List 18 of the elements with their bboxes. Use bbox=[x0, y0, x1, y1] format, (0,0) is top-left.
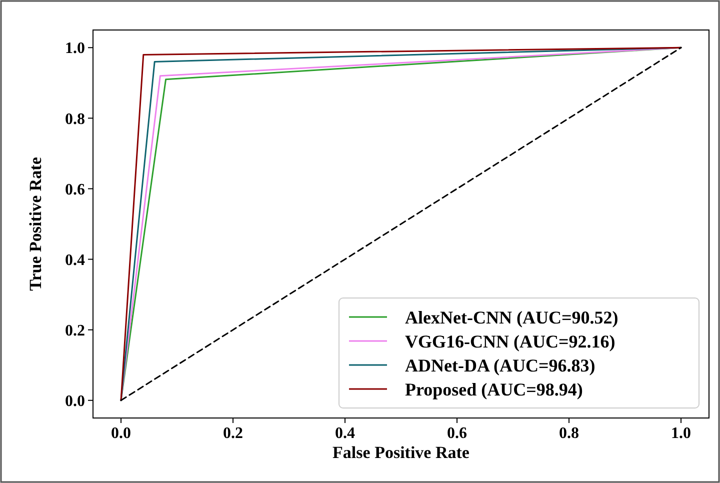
y-tick-label: 0.0 bbox=[65, 392, 85, 410]
legend-label: AlexNet-CNN (AUC=90.52) bbox=[405, 307, 618, 328]
y-tick-label: 0.2 bbox=[65, 322, 85, 340]
legend-label: VGG16-CNN (AUC=92.16) bbox=[405, 331, 616, 352]
x-tick-label: 0.4 bbox=[335, 425, 355, 442]
legend-label: Proposed (AUC=98.94) bbox=[405, 379, 583, 400]
y-tick-label: 0.4 bbox=[65, 252, 85, 269]
x-axis-title: False Positive Rate bbox=[332, 443, 470, 462]
x-tick-label: 1.0 bbox=[671, 425, 691, 442]
y-tick-label: 0.8 bbox=[65, 110, 85, 128]
y-tick-label: 0.6 bbox=[65, 181, 85, 198]
y-axis-title: True Positive Rate bbox=[26, 156, 45, 291]
legend-label: ADNet-DA (AUC=96.83) bbox=[405, 355, 596, 376]
x-tick-label: 0.0 bbox=[111, 425, 131, 442]
x-tick-label: 0.8 bbox=[559, 425, 579, 442]
x-tick-label: 0.2 bbox=[223, 425, 243, 442]
x-tick-label: 0.6 bbox=[447, 425, 467, 442]
y-tick-label: 1.0 bbox=[65, 40, 85, 58]
